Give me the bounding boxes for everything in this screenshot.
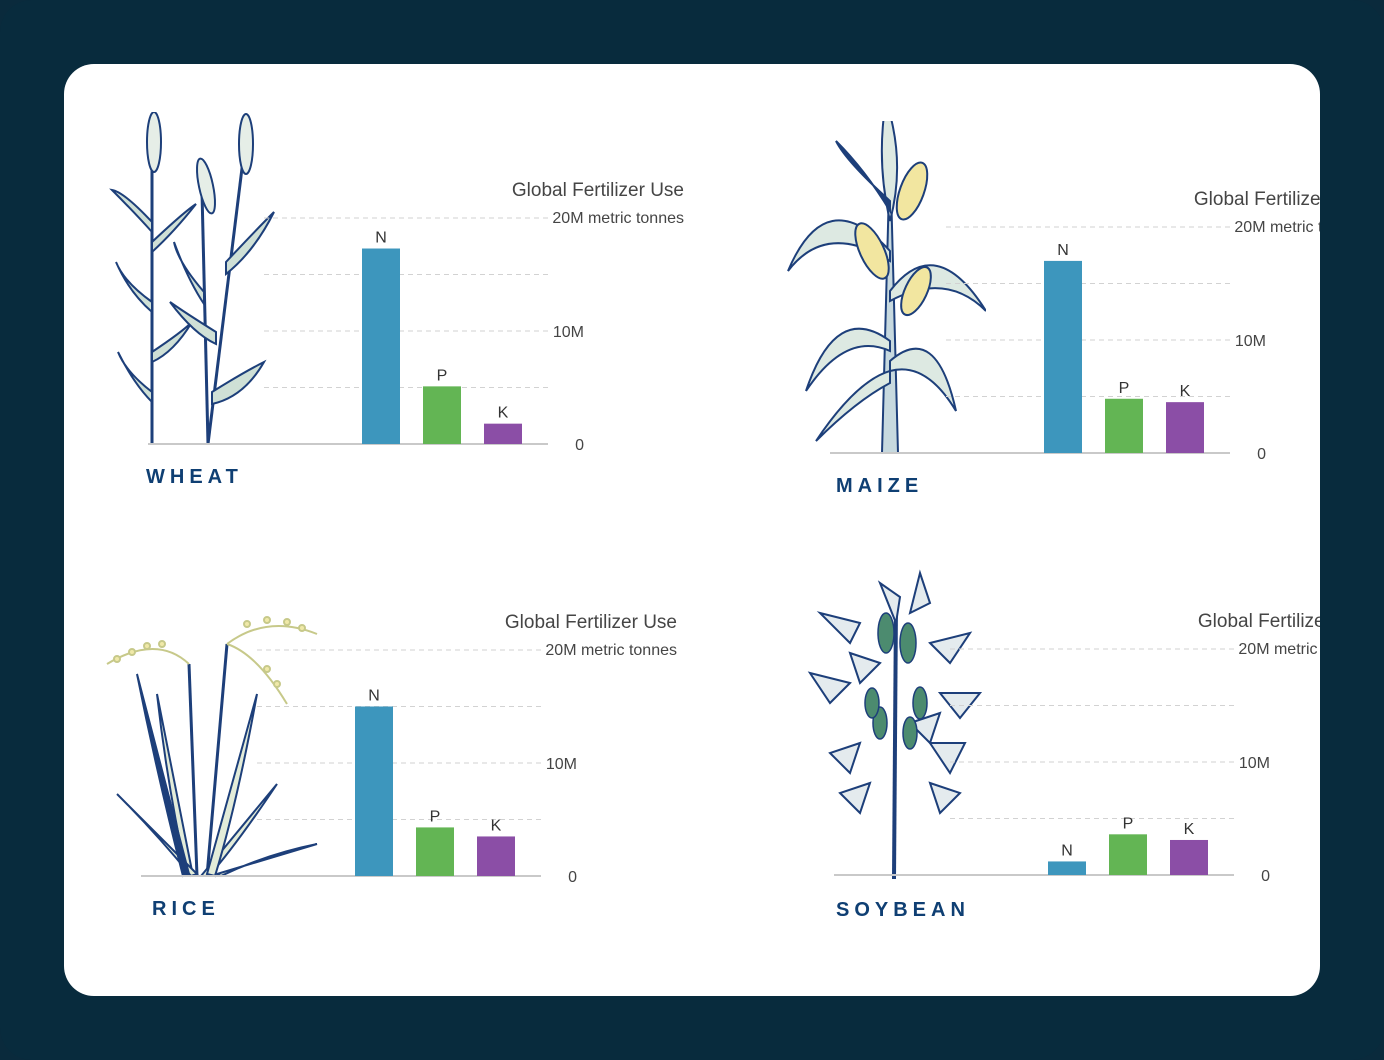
- infographic-card: 0 10M N P K Global Fertilizer Use 20M metric…: [64, 64, 1320, 996]
- crop-label: SOYBEAN: [836, 899, 970, 921]
- bar-label-n: N: [1057, 242, 1069, 259]
- chart-subtitle: 20M metric tonnes: [1238, 641, 1320, 658]
- chart-title: Global Fertilizer Use: [511, 180, 684, 201]
- soybean-bar-chart: 0 10M N P K: [834, 648, 1270, 885]
- chart-subtitle: 20M metric tonnes: [545, 642, 677, 659]
- bar-p: [416, 827, 454, 876]
- bar-n: [1048, 861, 1086, 875]
- bar-label-k: K: [491, 817, 502, 834]
- rice-bar-chart: 0 10M N P K: [141, 649, 577, 886]
- bar-k: [484, 423, 522, 444]
- chart-title: Global Fertilizer Use: [1197, 611, 1320, 632]
- chart-title: Global Fertilizer Use: [1193, 189, 1320, 210]
- bar-label-n: N: [375, 230, 387, 247]
- y-tick-label: 10M: [1239, 755, 1270, 772]
- soybean-plant-illustration: [807, 569, 983, 880]
- maize-panel: 0 10M N P K Global Fertilizer Use 20M metric…: [786, 121, 1320, 501]
- bar-p: [1105, 398, 1143, 453]
- y-tick-label: 10M: [546, 756, 577, 773]
- bar-n: [355, 706, 393, 876]
- wheat-bar-chart: 0 10M N P K: [148, 217, 584, 454]
- bar-k: [477, 836, 515, 876]
- bar-label-p: P: [1123, 815, 1134, 832]
- bar-label-n: N: [1061, 842, 1073, 859]
- bar-label-p: P: [1119, 380, 1130, 397]
- bar-label-p: P: [437, 367, 448, 384]
- bar-k: [1166, 402, 1204, 453]
- rice-plant-illustration: [106, 616, 318, 878]
- bar-k: [1170, 839, 1208, 875]
- bar-label-k: K: [1180, 383, 1191, 400]
- bar-label-p: P: [430, 808, 441, 825]
- maize-plant-illustration: [787, 121, 986, 454]
- crop-label: RICE: [152, 898, 220, 920]
- bar-n: [362, 248, 400, 444]
- rice-panel: 0 10M N P K Global Fertilizer Use 20M metric…: [97, 544, 677, 924]
- y-tick-label: 0: [575, 437, 584, 454]
- wheat-panel: 0 10M N P K Global Fertilizer Use 20M metric…: [104, 112, 684, 492]
- y-tick-label: 10M: [1235, 333, 1266, 350]
- wheat-plant-illustration: [109, 112, 275, 445]
- bar-label-k: K: [1184, 821, 1195, 838]
- chart-subtitle: 20M metric tonnes: [552, 210, 684, 227]
- y-tick-label: 10M: [553, 324, 584, 341]
- chart-title: Global Fertilizer Use: [504, 612, 677, 633]
- crop-label: WHEAT: [146, 466, 243, 488]
- chart-subtitle: 20M metric tonnes: [1234, 219, 1320, 236]
- bar-label-n: N: [368, 688, 380, 705]
- soybean-panel: 0 10M N P K Global Fertilizer Use 20M metric…: [790, 543, 1320, 923]
- bar-n: [1044, 260, 1082, 453]
- bar-p: [1109, 834, 1147, 875]
- y-tick-label: 0: [1261, 868, 1270, 885]
- maize-bar-chart: 0 10M N P K: [830, 226, 1266, 463]
- bar-label-k: K: [498, 405, 509, 422]
- y-tick-label: 0: [1257, 446, 1266, 463]
- bar-p: [423, 386, 461, 444]
- y-tick-label: 0: [568, 869, 577, 886]
- crop-label: MAIZE: [836, 475, 924, 497]
